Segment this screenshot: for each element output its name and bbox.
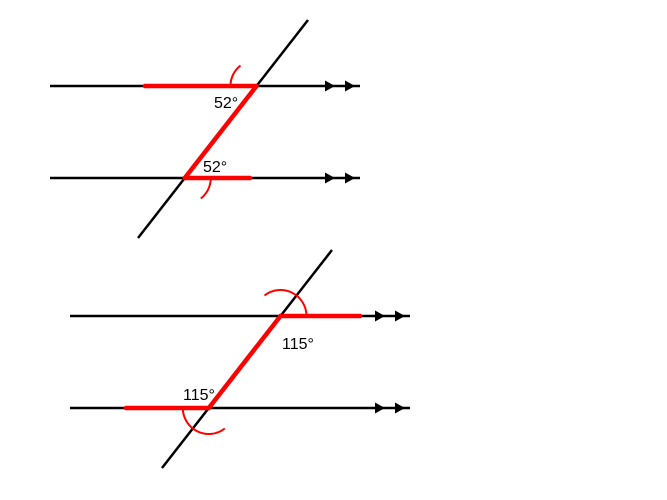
angle-label-2: 52° bbox=[203, 159, 227, 176]
arrowhead-icon bbox=[325, 81, 335, 92]
arrowhead-icon bbox=[375, 403, 385, 414]
angle-arc-2 bbox=[183, 408, 225, 434]
figure-bottom: 115° 115° bbox=[70, 250, 410, 468]
angle-label-1: 115° bbox=[282, 336, 314, 353]
arrowhead-icon bbox=[395, 311, 405, 322]
arrowhead-icon bbox=[345, 173, 355, 184]
arrowhead-icon bbox=[325, 173, 335, 184]
angle-arc-1 bbox=[264, 290, 306, 316]
arrowhead-icon bbox=[345, 81, 355, 92]
arrowhead-icon bbox=[395, 403, 405, 414]
angle-label-2: 115° bbox=[183, 387, 215, 404]
angle-arc-2 bbox=[201, 178, 211, 198]
angle-label-1: 52° bbox=[214, 95, 238, 112]
angle-arc-1 bbox=[231, 66, 241, 86]
diagram-canvas: 52° 52° 115° 115° bbox=[0, 0, 667, 500]
arrowhead-icon bbox=[375, 311, 385, 322]
highlight-segment-2 bbox=[209, 316, 281, 408]
figure-top: 52° 52° bbox=[50, 20, 360, 238]
